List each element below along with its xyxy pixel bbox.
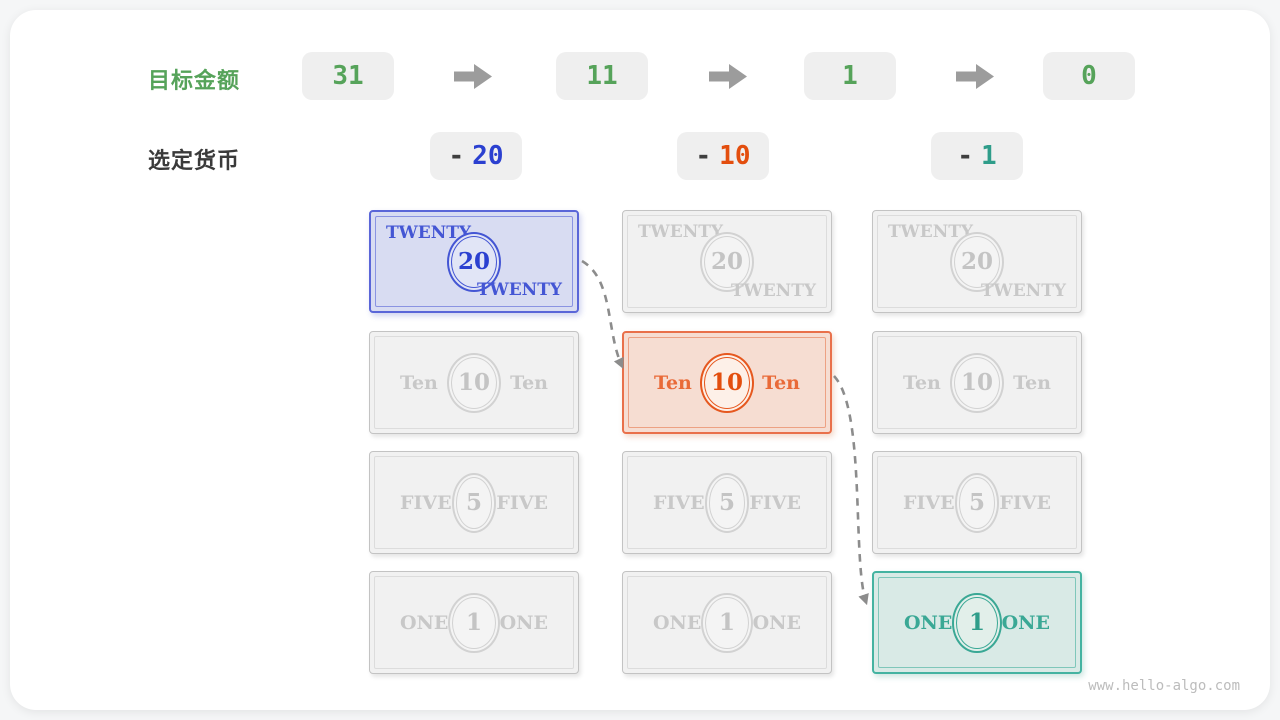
banknote-seal: 10 — [700, 352, 754, 413]
target-amount-number: 1 — [842, 61, 858, 91]
target-amount-value: 1 — [804, 52, 896, 100]
banknote-seal: 5 — [451, 472, 497, 533]
banknote-10: Ten 10 Ten — [369, 331, 579, 434]
minus-sign: - — [695, 141, 712, 171]
banknote-word-bottom: TWENTY — [730, 281, 816, 301]
banknote-number: 20 — [710, 248, 743, 275]
banknote-1: ONE 1 ONE — [622, 571, 832, 674]
target-amount-number: 11 — [586, 61, 618, 91]
banknote-number: 1 — [465, 609, 482, 636]
target-amount-number: 31 — [332, 61, 364, 91]
deduction-number: 1 — [981, 141, 997, 171]
banknote-number: 20 — [960, 248, 993, 275]
banknote-seal: 10 — [950, 352, 1004, 413]
target-amount-value: 11 — [556, 52, 648, 100]
banknote-seal: 1 — [448, 592, 500, 653]
deduction-number: 10 — [719, 141, 751, 171]
banknote-word-left: Ten — [654, 371, 692, 394]
currency-deduction: -10 — [677, 132, 769, 180]
banknote-word-right: ONE — [499, 611, 548, 634]
banknote-seal: 20 — [700, 231, 754, 292]
banknote-number: 10 — [457, 369, 490, 396]
banknote-number: 1 — [968, 609, 985, 636]
currency-deduction: -1 — [931, 132, 1023, 180]
banknote-20: TWENTY 20 TWENTY — [622, 210, 832, 313]
banknote-seal: 1 — [701, 592, 753, 653]
deduction-number: 20 — [472, 141, 504, 171]
banknote-number: 10 — [710, 369, 743, 396]
banknote-word-left: Ten — [903, 371, 941, 394]
banknote-seal: 20 — [447, 231, 501, 292]
banknote-20: TWENTY 20 TWENTY — [872, 210, 1082, 313]
banknote-number: 5 — [718, 489, 735, 516]
banknote-10-selected: Ten 10 Ten — [622, 331, 832, 434]
banknote-word-right: Ten — [1013, 371, 1051, 394]
banknote-number: 5 — [968, 489, 985, 516]
banknote-word-left: ONE — [653, 611, 702, 634]
arrow-right-icon — [454, 64, 492, 89]
banknote-1: ONE 1 ONE — [369, 571, 579, 674]
minus-sign: - — [448, 141, 465, 171]
banknote-number: 1 — [718, 609, 735, 636]
banknote-word-top: TWENTY — [888, 222, 974, 242]
banknote-word-bottom: TWENTY — [980, 281, 1066, 301]
watermark: www.hello-algo.com — [1088, 678, 1240, 694]
banknote-number: 5 — [465, 489, 482, 516]
banknote-seal: 5 — [954, 472, 1000, 533]
banknote-word-right: FIVE — [999, 491, 1051, 514]
banknote-word-top: TWENTY — [386, 223, 472, 243]
target-amount-label: 目标金额 — [148, 69, 241, 94]
banknote-seal: 1 — [952, 592, 1002, 653]
banknote-word-right: Ten — [762, 371, 800, 394]
currency-deduction: -20 — [430, 132, 522, 180]
banknote-word-right: ONE — [1001, 611, 1050, 634]
selected-currency-label: 选定货币 — [148, 149, 241, 174]
banknote-word-bottom: TWENTY — [476, 280, 562, 300]
minus-sign: - — [957, 141, 973, 171]
arrow-right-icon — [956, 64, 994, 89]
banknote-word-right: FIVE — [496, 491, 548, 514]
banknote-10: Ten 10 Ten — [872, 331, 1082, 434]
banknote-20-selected: TWENTY 20 TWENTY — [369, 210, 579, 313]
banknote-seal: 5 — [704, 472, 750, 533]
banknote-seal: 10 — [447, 352, 501, 413]
banknote-seal: 20 — [950, 231, 1004, 292]
banknote-word-right: ONE — [752, 611, 801, 634]
arrow-right-icon — [709, 64, 747, 89]
banknote-word-left: FIVE — [903, 491, 955, 514]
banknote-word-left: FIVE — [653, 491, 705, 514]
banknote-word-left: ONE — [904, 611, 953, 634]
banknote-5: FIVE 5 FIVE — [622, 451, 832, 554]
banknote-1-selected: ONE 1 ONE — [872, 571, 1082, 674]
target-amount-number: 0 — [1081, 61, 1097, 91]
banknote-word-right: Ten — [510, 371, 548, 394]
banknote-number: 20 — [457, 248, 490, 275]
banknote-5: FIVE 5 FIVE — [872, 451, 1082, 554]
banknote-number: 10 — [960, 369, 993, 396]
banknote-word-left: ONE — [400, 611, 449, 634]
target-amount-value: 31 — [302, 52, 394, 100]
banknote-word-left: FIVE — [400, 491, 452, 514]
banknote-word-left: Ten — [400, 371, 438, 394]
banknote-word-top: TWENTY — [638, 222, 724, 242]
banknote-word-right: FIVE — [749, 491, 801, 514]
banknote-5: FIVE 5 FIVE — [369, 451, 579, 554]
target-amount-value: 0 — [1043, 52, 1135, 100]
